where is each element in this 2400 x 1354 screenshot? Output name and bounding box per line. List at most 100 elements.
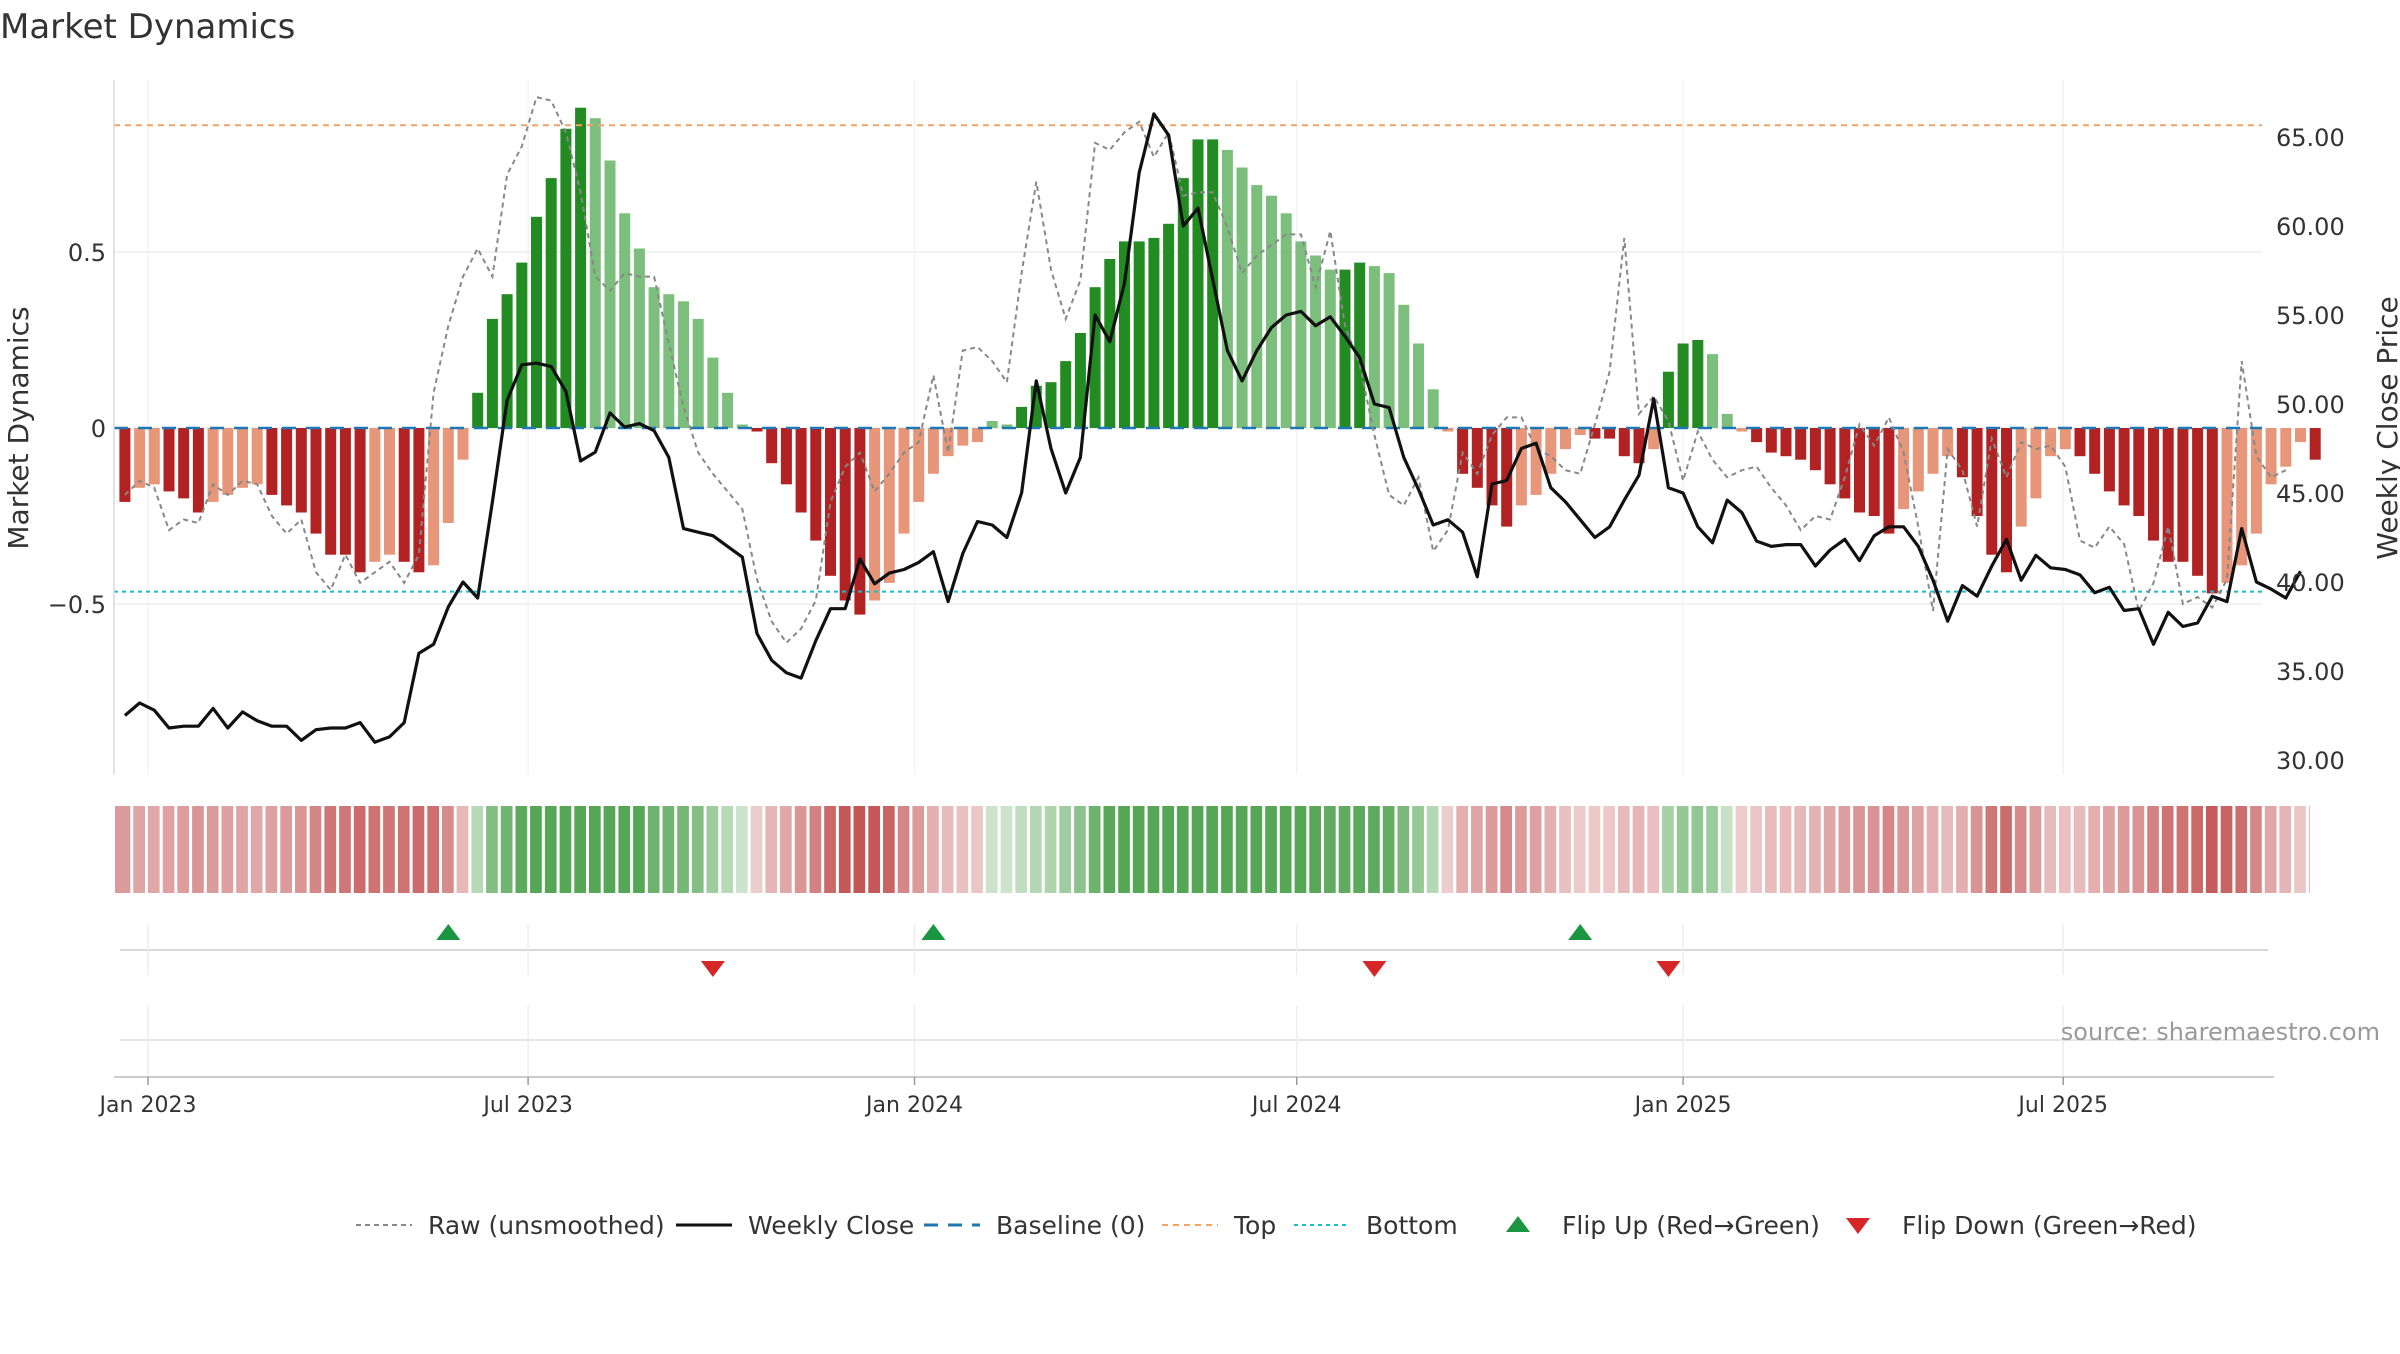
dynamics-bar xyxy=(501,294,513,428)
dynamics-bar xyxy=(2295,428,2306,443)
regime-cell xyxy=(1500,806,1512,893)
dynamics-bar xyxy=(913,428,925,502)
dynamics-bar xyxy=(1119,241,1130,428)
regime-cell xyxy=(2294,806,2306,893)
dynamics-bar xyxy=(942,428,954,457)
regime-cell xyxy=(1221,806,1233,893)
regime-cell xyxy=(412,806,425,893)
regime-cell xyxy=(574,806,586,893)
dynamics-bar xyxy=(384,428,395,555)
dynamics-bar xyxy=(619,213,631,428)
dynamics-bar xyxy=(192,428,204,513)
flip-markers-panel xyxy=(120,924,2268,1077)
regime-cell xyxy=(1132,806,1145,893)
regime-cell xyxy=(2147,806,2159,893)
regime-cell xyxy=(1294,806,1307,893)
y-left-tick-label: 0 xyxy=(91,415,106,443)
dynamics-bar xyxy=(1618,428,1630,457)
dynamics-bar xyxy=(2162,428,2174,562)
x-axis: Jan 2023 Jul 2023 Jan 2024 Jul 2024 Jan 2025… xyxy=(98,1076,2274,1118)
flip-up-marker xyxy=(921,924,946,940)
regime-cell xyxy=(691,806,704,893)
regime-cell xyxy=(1147,806,1160,893)
regime-cell xyxy=(780,806,792,893)
dynamics-bar xyxy=(2309,428,2321,460)
dynamics-bar xyxy=(1560,428,1571,450)
regime-cell xyxy=(824,806,836,893)
regime-cell xyxy=(1030,806,1042,893)
dynamics-bar xyxy=(1324,269,1336,428)
dynamics-bar xyxy=(825,428,836,576)
regime-cell xyxy=(2205,806,2218,893)
regime-cell xyxy=(353,806,366,893)
dynamics-bar xyxy=(927,428,939,474)
dynamics-bar xyxy=(1221,149,1233,428)
dynamics-bar xyxy=(575,107,587,428)
regime-cell xyxy=(2059,806,2071,893)
regime-cell xyxy=(1956,806,1968,893)
dynamics-bar xyxy=(119,428,131,502)
dynamics-bar xyxy=(1868,428,1880,516)
regime-cell xyxy=(295,806,307,893)
dynamics-bar xyxy=(486,318,498,428)
dynamics-bar xyxy=(692,318,704,428)
regime-cell xyxy=(530,806,542,893)
dynamics-bar xyxy=(1016,406,1028,428)
dynamics-bar xyxy=(413,428,425,573)
dynamics-bar xyxy=(1956,428,1968,478)
regime-cell xyxy=(1088,806,1101,893)
dynamics-bar xyxy=(2265,428,2277,485)
regime-cell xyxy=(1676,806,1689,893)
regime-cell xyxy=(324,806,337,893)
dynamics-bar xyxy=(1089,287,1101,428)
dynamics-bar xyxy=(1354,262,1366,428)
dynamics-bar xyxy=(2045,428,2057,457)
legend-item: Bottom xyxy=(1294,1211,1458,1240)
regime-cell xyxy=(1412,806,1424,893)
dynamics-bar xyxy=(1648,428,1660,450)
dynamics-bar xyxy=(1177,178,1189,428)
regime-cell xyxy=(1573,806,1586,893)
dynamics-bar xyxy=(2133,428,2145,516)
dynamics-bar xyxy=(883,428,895,583)
dynamics-bar xyxy=(2118,428,2130,506)
dynamics-bar xyxy=(1368,266,1380,428)
regime-cell xyxy=(1324,806,1336,893)
dynamics-bar xyxy=(1824,428,1836,485)
regime-cell xyxy=(368,806,381,893)
dynamics-bar xyxy=(1883,428,1895,534)
dynamics-bar xyxy=(736,424,748,428)
regime-cell xyxy=(250,806,263,893)
dynamics-bar xyxy=(1912,428,1924,492)
dynamics-bar xyxy=(1765,428,1777,453)
dynamics-bar xyxy=(1780,428,1792,457)
regime-cell xyxy=(1970,806,1983,893)
regime-cell xyxy=(147,806,160,893)
dynamics-bar xyxy=(648,287,660,428)
flip-down-marker xyxy=(700,961,725,977)
y-right-tick-label: 30.00 xyxy=(2276,747,2345,775)
legend-swatch xyxy=(1506,1216,1530,1232)
flip-down-marker xyxy=(1656,961,1681,977)
y-axis-left-label: Market Dynamics xyxy=(2,306,35,549)
flip-up-marker xyxy=(436,924,461,940)
dynamics-bar xyxy=(1633,428,1645,464)
regime-cell xyxy=(1985,806,1998,893)
dynamics-bar xyxy=(1721,413,1733,428)
dynamics-bar xyxy=(178,428,190,499)
legend-label: Flip Down (Green→Red) xyxy=(1902,1211,2197,1240)
dynamics-bar xyxy=(1574,428,1586,435)
legend-item: Top xyxy=(1162,1211,1276,1240)
dynamics-bar xyxy=(2148,428,2159,541)
regime-cell xyxy=(515,806,528,893)
regime-cell xyxy=(442,806,454,893)
regime-cell xyxy=(1632,806,1645,893)
dynamics-bar xyxy=(1927,428,1939,474)
regime-cell xyxy=(1912,806,1924,893)
dynamics-bar xyxy=(369,428,381,562)
regime-cell xyxy=(1265,806,1277,893)
regime-cell xyxy=(1309,806,1321,893)
dynamics-bar xyxy=(472,392,484,428)
legend-label: Bottom xyxy=(1366,1211,1458,1240)
regime-cell xyxy=(2000,806,2012,893)
